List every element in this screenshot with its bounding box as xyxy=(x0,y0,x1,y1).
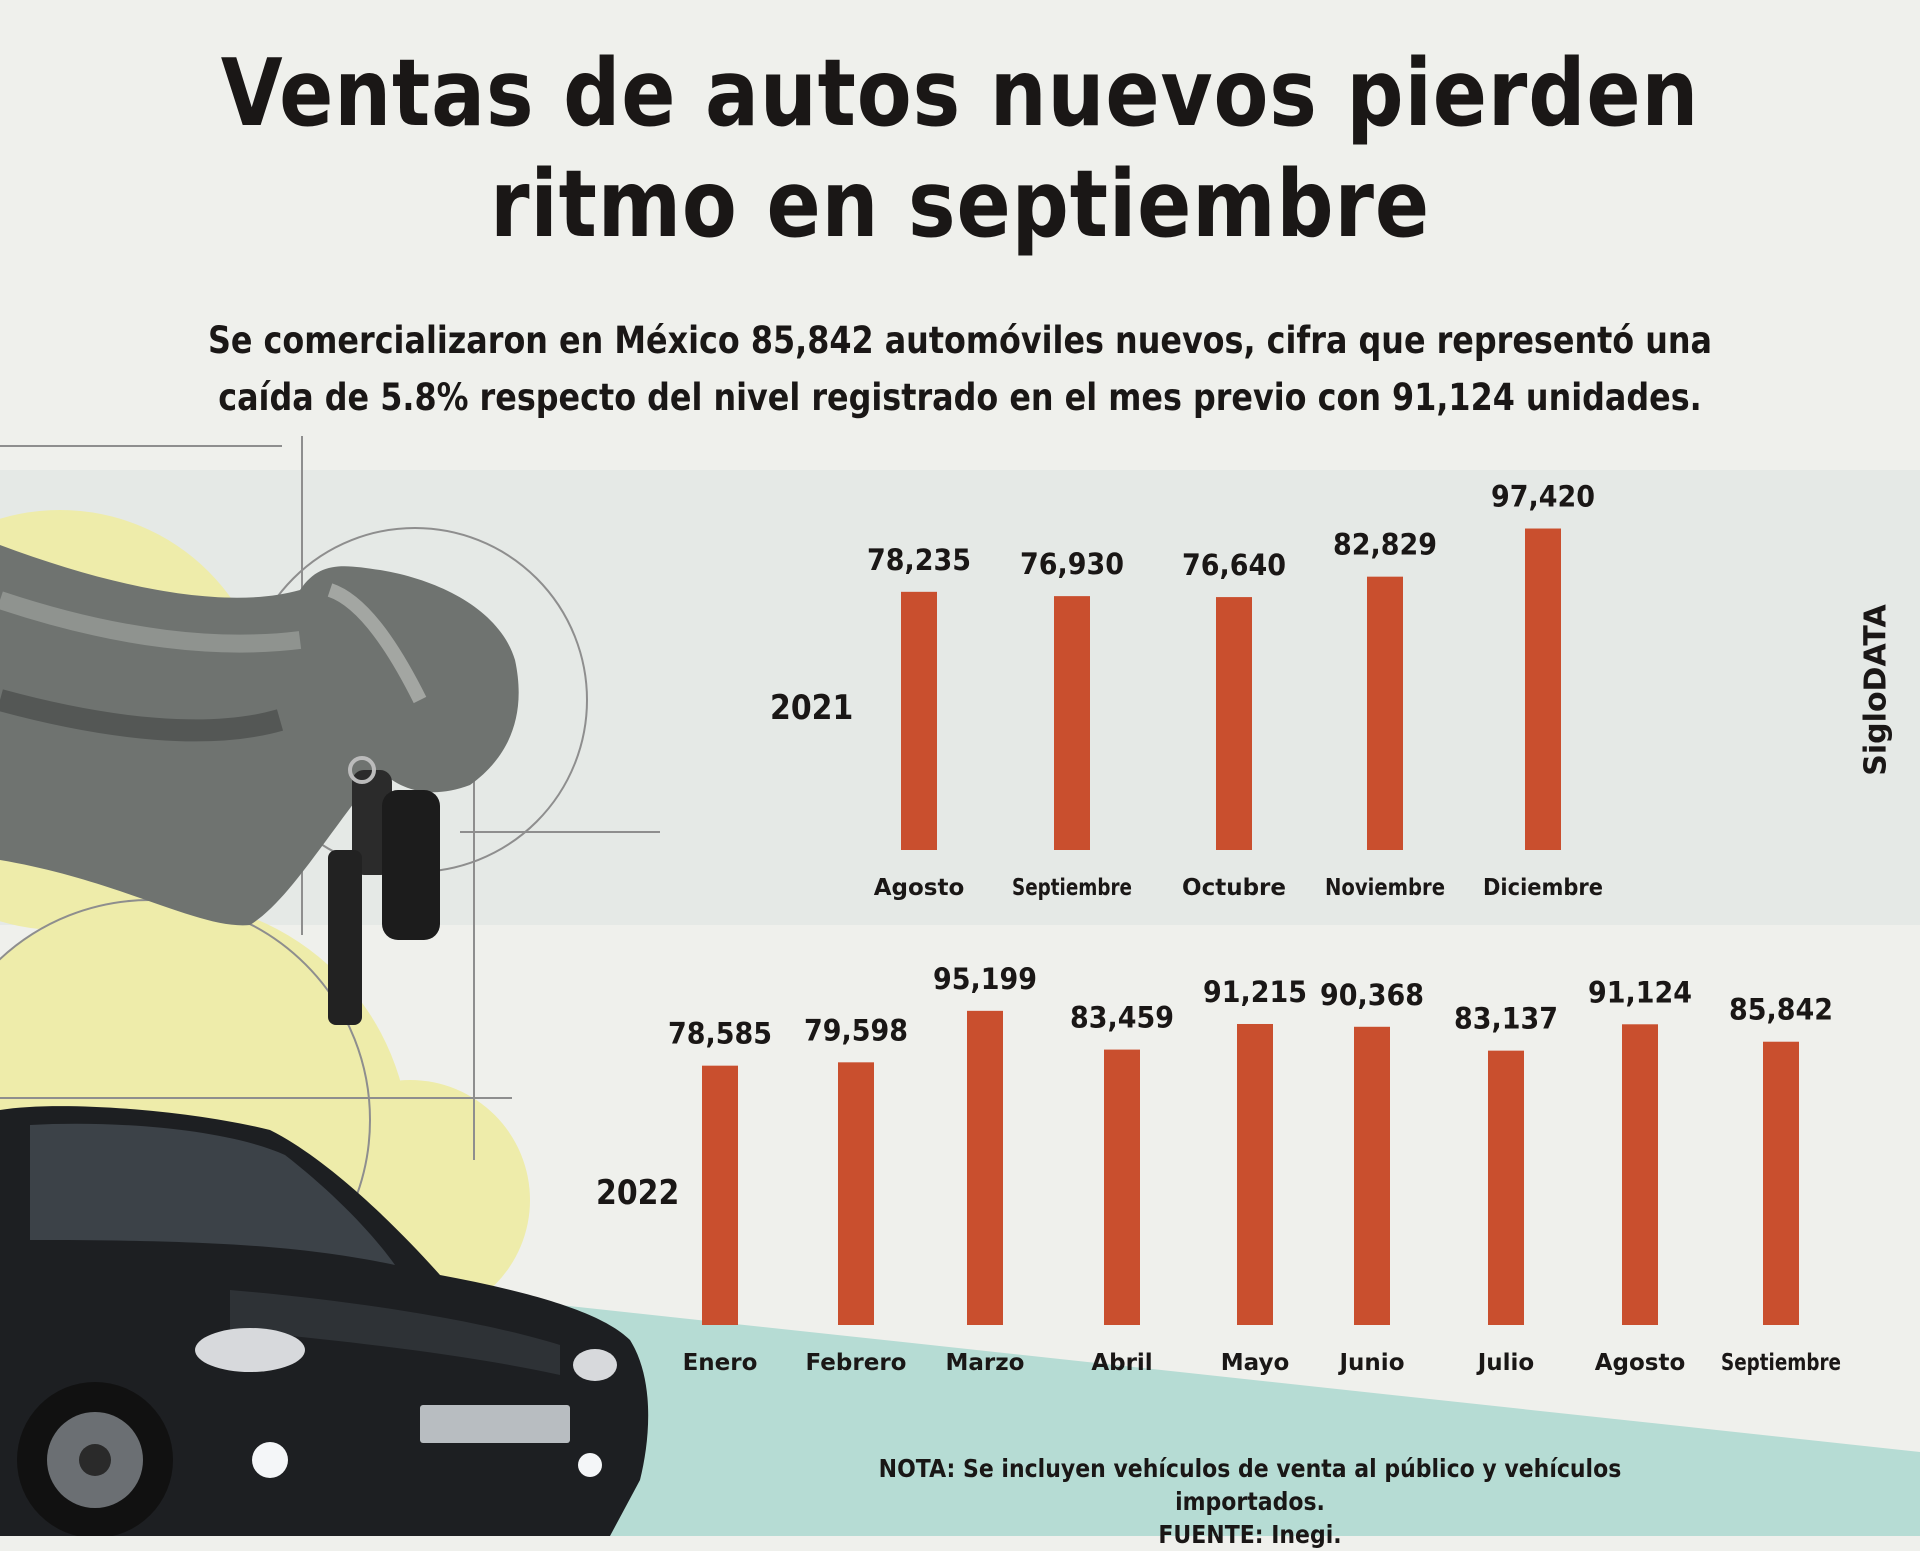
category-label: Abril xyxy=(1091,1350,1152,1376)
category-label: Febrero xyxy=(806,1350,907,1376)
data-label: 91,124 xyxy=(1588,975,1692,1009)
category-label: Junio xyxy=(1338,1350,1405,1376)
category-label: Agosto xyxy=(874,875,965,901)
note-text: NOTA: Se incluyen vehículos de venta al … xyxy=(878,1454,1622,1516)
category-label: Octubre xyxy=(1182,875,1286,901)
car-image xyxy=(0,1106,649,1536)
data-label: 79,598 xyxy=(804,1013,908,1047)
data-label: 90,368 xyxy=(1320,978,1424,1012)
data-label: 85,842 xyxy=(1729,993,1833,1027)
data-label: 95,199 xyxy=(933,962,1037,996)
data-label: 76,640 xyxy=(1182,548,1286,582)
data-label: 76,930 xyxy=(1020,547,1124,581)
bar xyxy=(1367,576,1403,850)
bar xyxy=(1354,1026,1390,1325)
data-label: 91,215 xyxy=(1203,975,1307,1009)
year-label-2022: 2022 xyxy=(596,1173,680,1213)
bar xyxy=(901,591,937,850)
bar xyxy=(1525,528,1561,850)
subtitle-line-2: caída de 5.8% respecto del nivel registr… xyxy=(218,376,1702,419)
subtitle: Se comercializaron en México 85,842 auto… xyxy=(134,312,1785,426)
year-label-2021: 2021 xyxy=(770,688,854,728)
title-line-1: Ventas de autos nuevos pierden xyxy=(220,39,1700,147)
bar xyxy=(967,1010,1003,1325)
page-title: Ventas de autos nuevos pierden ritmo en … xyxy=(134,38,1785,260)
data-label: 97,420 xyxy=(1491,480,1595,514)
data-label: 78,235 xyxy=(867,543,971,577)
data-label: 83,137 xyxy=(1454,1002,1558,1036)
bar xyxy=(1763,1041,1799,1325)
category-label: Agosto xyxy=(1595,1350,1686,1376)
category-label: Marzo xyxy=(946,1350,1025,1376)
bar xyxy=(1054,596,1090,850)
category-label: Enero xyxy=(683,1350,758,1376)
bar xyxy=(1488,1050,1524,1325)
source-text: FUENTE: Inegi. xyxy=(1158,1520,1342,1549)
bar xyxy=(838,1062,874,1325)
subtitle-line-1: Se comercializaron en México 85,842 auto… xyxy=(207,319,1713,362)
data-label: 83,459 xyxy=(1070,1001,1174,1035)
bar xyxy=(702,1065,738,1325)
data-label: 82,829 xyxy=(1333,528,1437,562)
data-label: 78,585 xyxy=(668,1017,772,1051)
chart-panel-2021: 78,235 Agosto 76,930 Septiembre 76,640 Octubr… xyxy=(867,480,1603,901)
bar xyxy=(1216,597,1252,850)
bar xyxy=(1104,1049,1140,1325)
chart-panel-2022: 78,585 Enero 79,598 Febrero 95,199 Marzo 83,45… xyxy=(668,962,1841,1376)
category-label: Septiembre xyxy=(1721,1350,1841,1376)
category-label: Noviembre xyxy=(1325,875,1445,901)
title-line-2: ritmo en septiembre xyxy=(490,150,1430,258)
category-label: Mayo xyxy=(1221,1350,1290,1376)
category-label: Julio xyxy=(1476,1350,1535,1376)
bar xyxy=(1237,1023,1273,1325)
footer: NOTA: Se incluyen vehículos de venta al … xyxy=(854,1452,1646,1551)
hand-with-keys xyxy=(0,545,519,1025)
bar xyxy=(1622,1024,1658,1325)
category-label: Septiembre xyxy=(1012,875,1132,901)
category-label: Diciembre xyxy=(1483,875,1603,901)
